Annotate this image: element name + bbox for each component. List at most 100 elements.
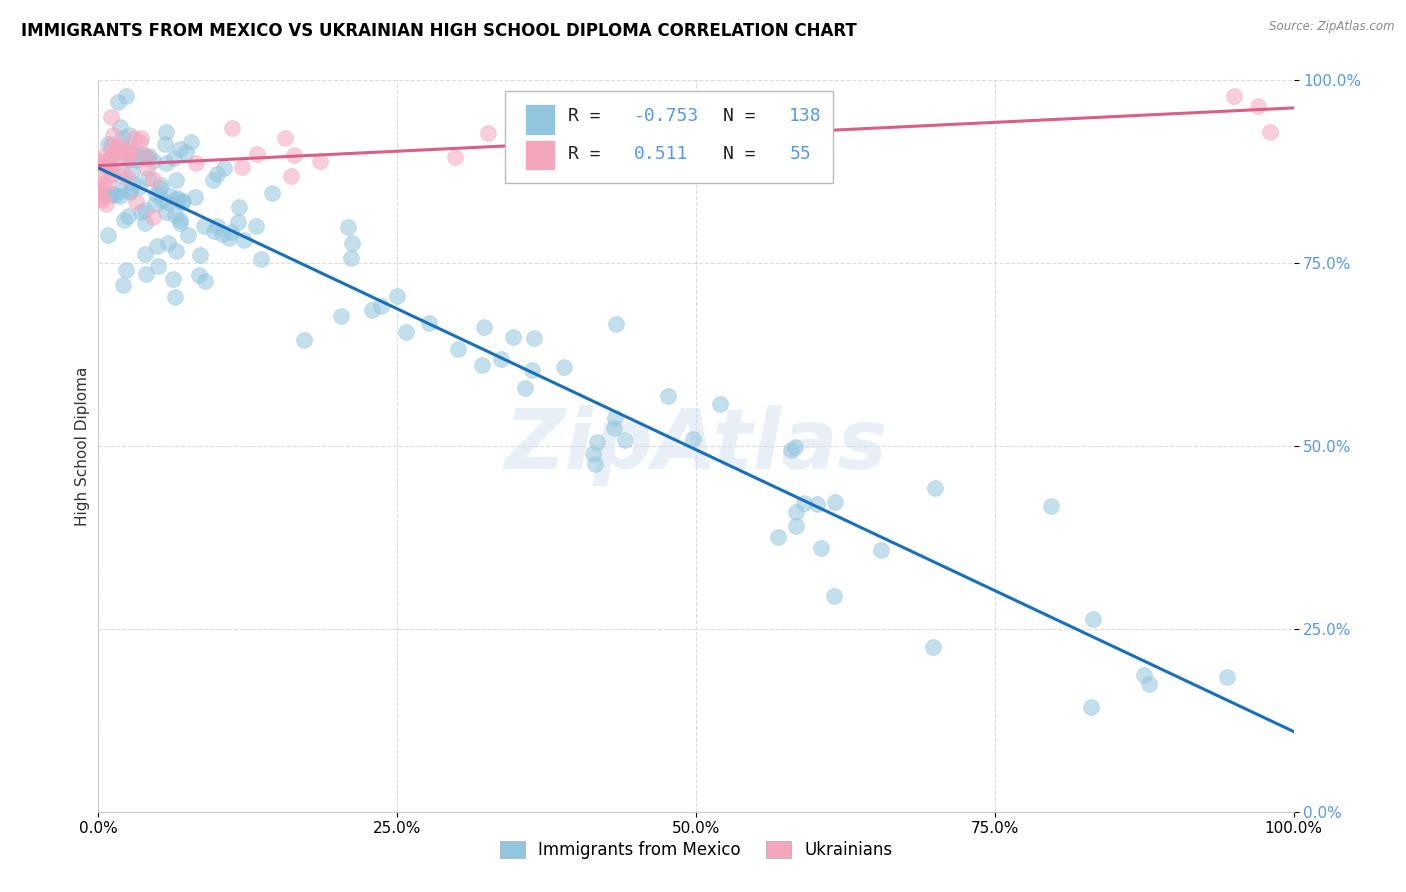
Text: N =: N = bbox=[724, 145, 766, 163]
Point bbox=[585, 458, 607, 472]
Point bbox=[118, 145, 141, 160]
Legend: Immigrants from Mexico, Ukrainians: Immigrants from Mexico, Ukrainians bbox=[494, 834, 898, 865]
Point bbox=[122, 176, 145, 190]
Point bbox=[91, 188, 114, 202]
Point bbox=[93, 176, 115, 190]
Point bbox=[166, 191, 188, 205]
Point bbox=[246, 146, 269, 161]
Point bbox=[169, 213, 191, 227]
Point bbox=[605, 317, 627, 331]
Point bbox=[111, 130, 134, 145]
Point bbox=[221, 225, 243, 239]
Point bbox=[100, 110, 122, 124]
Point bbox=[112, 213, 135, 227]
Point bbox=[785, 505, 807, 519]
Text: Source: ZipAtlas.com: Source: ZipAtlas.com bbox=[1270, 20, 1395, 33]
Point bbox=[810, 541, 832, 555]
Point bbox=[128, 179, 150, 194]
Point bbox=[202, 173, 225, 187]
Point bbox=[100, 151, 122, 165]
Point bbox=[520, 362, 543, 376]
Point bbox=[709, 397, 731, 411]
Point bbox=[619, 158, 641, 172]
Point bbox=[1080, 700, 1102, 714]
Point bbox=[134, 150, 156, 164]
Point bbox=[131, 146, 153, 161]
Point bbox=[169, 216, 191, 230]
Point bbox=[120, 185, 142, 199]
Text: IMMIGRANTS FROM MEXICO VS UKRAINIAN HIGH SCHOOL DIPLOMA CORRELATION CHART: IMMIGRANTS FROM MEXICO VS UKRAINIAN HIGH… bbox=[21, 22, 856, 40]
Text: 55: 55 bbox=[789, 145, 811, 163]
Y-axis label: High School Diploma: High School Diploma bbox=[75, 367, 90, 525]
Point bbox=[157, 235, 180, 250]
Point bbox=[93, 149, 115, 163]
Point bbox=[96, 197, 118, 211]
Point bbox=[340, 252, 363, 266]
Point bbox=[90, 193, 112, 207]
Point bbox=[565, 109, 588, 123]
Point bbox=[218, 231, 240, 245]
Point bbox=[717, 133, 740, 147]
Point bbox=[360, 302, 382, 317]
Point bbox=[146, 259, 169, 273]
Point bbox=[211, 227, 233, 241]
Text: ZipAtlas: ZipAtlas bbox=[505, 406, 887, 486]
Point bbox=[108, 120, 131, 134]
Point bbox=[98, 158, 121, 172]
Point bbox=[115, 262, 138, 277]
Point bbox=[129, 131, 152, 145]
Point bbox=[117, 153, 139, 168]
Point bbox=[118, 185, 141, 199]
Point bbox=[145, 187, 167, 202]
Point bbox=[824, 495, 846, 509]
Point bbox=[89, 182, 111, 196]
Point bbox=[100, 187, 122, 202]
Point bbox=[170, 195, 193, 210]
Point bbox=[212, 161, 235, 176]
Point bbox=[134, 202, 156, 217]
Point bbox=[89, 154, 111, 169]
Point bbox=[471, 358, 494, 372]
Point bbox=[280, 169, 302, 183]
Point bbox=[163, 290, 186, 304]
Text: 138: 138 bbox=[789, 107, 823, 125]
Point bbox=[149, 181, 172, 195]
Text: 0.511: 0.511 bbox=[634, 145, 688, 163]
Point bbox=[97, 176, 120, 190]
Point bbox=[581, 447, 603, 461]
Point bbox=[232, 234, 254, 248]
Bar bbox=[524, 139, 555, 170]
Point bbox=[523, 126, 546, 140]
Point bbox=[370, 300, 392, 314]
Point bbox=[1258, 125, 1281, 139]
Point bbox=[128, 135, 150, 149]
Point bbox=[101, 161, 124, 175]
Point bbox=[515, 381, 537, 395]
Point bbox=[180, 135, 202, 149]
Point bbox=[165, 208, 187, 222]
Point bbox=[924, 481, 946, 495]
Point bbox=[167, 193, 190, 207]
Point bbox=[605, 411, 627, 425]
Point bbox=[387, 288, 409, 302]
Point bbox=[142, 172, 165, 186]
Point bbox=[682, 433, 704, 447]
Point bbox=[159, 189, 181, 203]
Point bbox=[89, 155, 111, 169]
Point bbox=[125, 194, 148, 209]
Point bbox=[1216, 669, 1239, 683]
Point bbox=[1223, 88, 1246, 103]
Point bbox=[131, 205, 153, 219]
Point bbox=[110, 184, 132, 198]
Point bbox=[793, 496, 815, 510]
Point bbox=[779, 443, 801, 458]
Point bbox=[522, 331, 544, 345]
Point bbox=[260, 186, 283, 201]
Point bbox=[553, 359, 575, 374]
Point bbox=[138, 149, 160, 163]
Point bbox=[783, 441, 806, 455]
Point bbox=[101, 148, 124, 162]
Point bbox=[155, 156, 177, 170]
Point bbox=[502, 330, 524, 344]
Point bbox=[177, 228, 200, 243]
